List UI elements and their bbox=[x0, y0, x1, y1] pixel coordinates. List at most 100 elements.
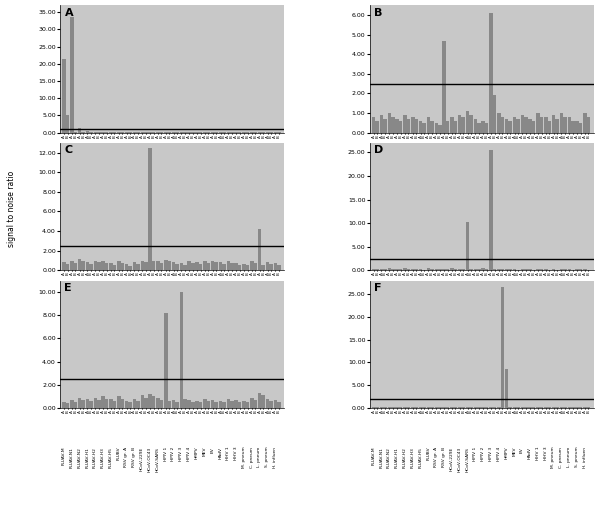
Bar bbox=[391, 117, 395, 133]
Bar bbox=[438, 407, 442, 408]
Bar bbox=[419, 121, 422, 133]
Text: FLUAV-H5: FLUAV-H5 bbox=[418, 447, 422, 468]
Text: HPIV 4: HPIV 4 bbox=[497, 447, 500, 461]
Bar bbox=[117, 262, 121, 270]
Bar bbox=[136, 132, 140, 133]
Bar bbox=[493, 95, 496, 133]
Bar bbox=[376, 269, 379, 270]
Bar bbox=[560, 113, 563, 133]
Bar bbox=[191, 402, 194, 408]
Bar bbox=[521, 407, 524, 408]
Text: C. pneum: C. pneum bbox=[559, 447, 563, 468]
Bar bbox=[121, 132, 124, 133]
Bar bbox=[97, 263, 101, 270]
Bar bbox=[552, 269, 556, 270]
Bar bbox=[148, 132, 152, 133]
Bar bbox=[395, 119, 399, 133]
Bar bbox=[516, 269, 520, 270]
Bar bbox=[105, 264, 109, 270]
Bar bbox=[109, 132, 113, 133]
Bar bbox=[450, 406, 454, 408]
Bar bbox=[434, 407, 438, 408]
Bar bbox=[70, 17, 74, 133]
Bar bbox=[407, 407, 410, 408]
Bar bbox=[62, 263, 66, 270]
Bar bbox=[78, 128, 82, 133]
Bar bbox=[258, 229, 262, 270]
Bar bbox=[136, 265, 140, 270]
Bar bbox=[140, 395, 144, 408]
Bar bbox=[125, 265, 128, 270]
Bar bbox=[250, 397, 254, 408]
Bar bbox=[513, 117, 516, 133]
Text: HCoV-OC43: HCoV-OC43 bbox=[457, 447, 461, 472]
Bar bbox=[376, 121, 379, 133]
Bar bbox=[403, 406, 407, 408]
Bar bbox=[391, 407, 395, 408]
Bar bbox=[485, 269, 488, 270]
Bar bbox=[469, 115, 473, 133]
Text: HMPV: HMPV bbox=[195, 447, 199, 459]
Text: HCoV-SARS: HCoV-SARS bbox=[155, 447, 160, 472]
Text: HPIV 2: HPIV 2 bbox=[172, 447, 175, 461]
Text: FLUAV-N1: FLUAV-N1 bbox=[70, 447, 74, 468]
Bar bbox=[571, 121, 575, 133]
Bar bbox=[164, 313, 167, 408]
Bar bbox=[434, 269, 438, 270]
Bar bbox=[183, 265, 187, 270]
Bar bbox=[235, 264, 238, 270]
Text: HPIV 1: HPIV 1 bbox=[164, 447, 167, 461]
Bar bbox=[446, 407, 449, 408]
Bar bbox=[516, 119, 520, 133]
Bar bbox=[516, 407, 520, 408]
Bar bbox=[128, 402, 132, 408]
Bar bbox=[266, 263, 269, 270]
Bar bbox=[454, 269, 457, 270]
Bar bbox=[461, 117, 465, 133]
Bar bbox=[86, 263, 89, 270]
Bar bbox=[473, 406, 477, 408]
Bar bbox=[160, 264, 163, 270]
Bar bbox=[407, 269, 410, 270]
Bar bbox=[66, 403, 69, 408]
Bar bbox=[407, 119, 410, 133]
Bar bbox=[450, 268, 454, 270]
Bar bbox=[391, 269, 395, 270]
Text: FLUAV-N2: FLUAV-N2 bbox=[77, 447, 82, 468]
Bar bbox=[242, 265, 246, 270]
Bar bbox=[179, 264, 183, 270]
Bar bbox=[187, 262, 191, 270]
Bar bbox=[117, 132, 121, 133]
Bar bbox=[203, 262, 206, 270]
Bar bbox=[544, 269, 548, 270]
Bar bbox=[411, 269, 415, 270]
Bar bbox=[575, 121, 579, 133]
Bar bbox=[70, 262, 74, 270]
Bar bbox=[458, 407, 461, 408]
Text: HPIV 2: HPIV 2 bbox=[481, 447, 485, 461]
Text: FLUAV-H1: FLUAV-H1 bbox=[395, 447, 399, 468]
Text: HAdV: HAdV bbox=[528, 447, 532, 459]
Text: FLUAV-N1: FLUAV-N1 bbox=[379, 447, 383, 468]
Bar bbox=[78, 397, 82, 408]
Text: RSV gr. B: RSV gr. B bbox=[132, 447, 136, 467]
Bar bbox=[89, 132, 93, 133]
Bar bbox=[556, 119, 559, 133]
Bar bbox=[156, 262, 160, 270]
Text: M. pneum: M. pneum bbox=[242, 447, 246, 469]
Bar bbox=[477, 407, 481, 408]
Bar bbox=[563, 117, 567, 133]
Text: E: E bbox=[64, 283, 72, 293]
Bar bbox=[481, 407, 485, 408]
Text: HAdV: HAdV bbox=[218, 447, 223, 459]
Bar bbox=[144, 263, 148, 270]
Bar bbox=[89, 401, 93, 408]
Bar bbox=[227, 262, 230, 270]
Bar bbox=[187, 400, 191, 408]
Bar bbox=[497, 113, 500, 133]
Text: HCoV-SARS: HCoV-SARS bbox=[466, 447, 469, 472]
Bar bbox=[383, 269, 387, 270]
Bar bbox=[497, 269, 500, 270]
Text: MEV: MEV bbox=[512, 447, 516, 457]
Bar bbox=[442, 269, 446, 270]
